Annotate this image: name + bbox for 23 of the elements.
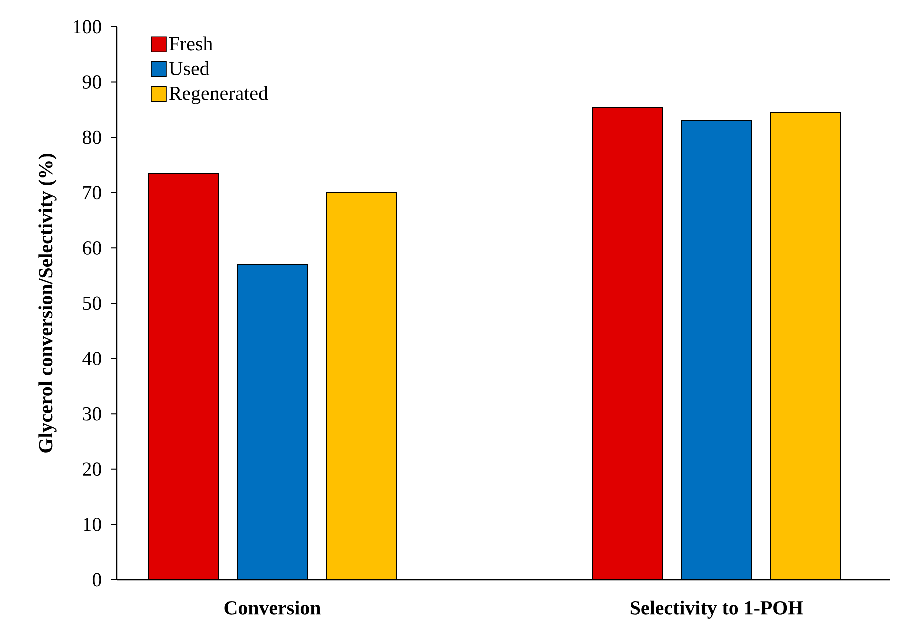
bar xyxy=(236,264,308,580)
legend-label: Fresh xyxy=(169,36,213,51)
y-tick-label: 20 xyxy=(83,462,102,476)
y-tick-label: 70 xyxy=(84,186,102,200)
y-tick-label: 10 xyxy=(84,518,102,532)
x-tick-label: Conversion xyxy=(224,600,321,615)
y-tick-label: 0 xyxy=(92,573,102,587)
y-tick-label: 90 xyxy=(82,76,102,89)
bar xyxy=(148,173,219,580)
legend-label: Regenerated xyxy=(169,86,268,104)
legend-label: Used xyxy=(169,61,210,76)
bar xyxy=(681,120,752,580)
bar xyxy=(326,192,397,580)
y-tick-label: 40 xyxy=(82,352,102,366)
y-tick-label: 80 xyxy=(83,130,102,144)
x-tick-label: Selectivity to 1-POH xyxy=(630,600,804,619)
y-tick-label: 60 xyxy=(83,241,102,255)
y-tick-label: 100 xyxy=(74,20,102,34)
bar xyxy=(770,112,842,580)
bar xyxy=(592,107,664,580)
y-tick-label: 30 xyxy=(83,407,102,421)
y-axis-title: Glycerol conversion/Selectivity (%) xyxy=(38,154,57,453)
y-tick-label: 50 xyxy=(83,296,102,310)
